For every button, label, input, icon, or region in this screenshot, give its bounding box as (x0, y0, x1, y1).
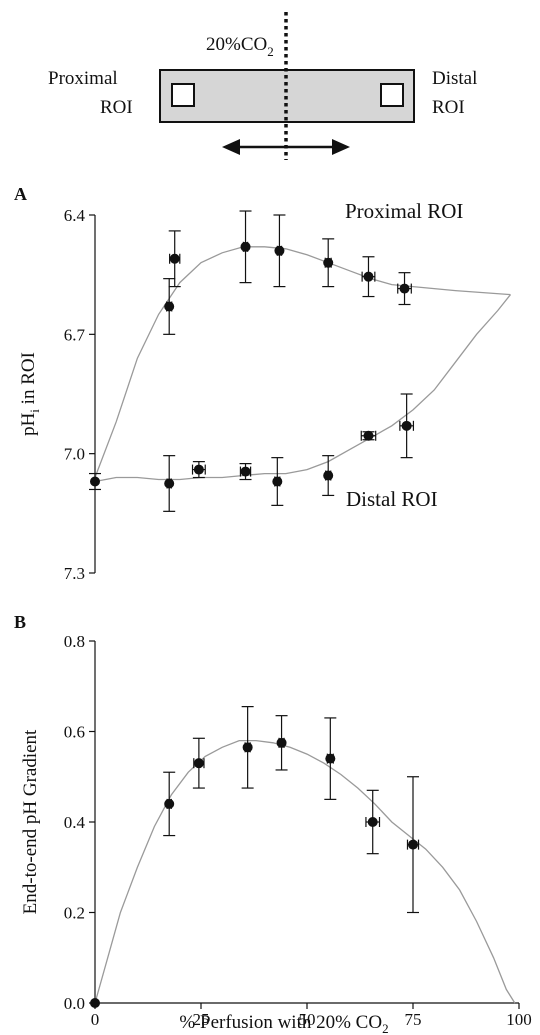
y-tick-label: 7.3 (64, 564, 85, 583)
perfusion-schematic: 20%CO2 Proximal ROI Distal ROI (48, 12, 477, 160)
data-marker (90, 998, 100, 1008)
y-tick-label: 0.8 (64, 632, 85, 651)
proximal-roi-box (171, 83, 195, 107)
distal-point-2 (163, 455, 176, 512)
panel-b-fit-curve (94, 739, 516, 1004)
data-marker (363, 271, 374, 282)
data-marker (164, 798, 175, 809)
data-marker (276, 737, 287, 748)
proximal-label-line2: ROI (100, 97, 133, 118)
gradient-point-6 (324, 717, 337, 800)
y-tick-label: 6.4 (64, 206, 86, 225)
proximal-label-line1: Proximal (48, 68, 118, 89)
data-marker (323, 257, 334, 268)
gradient-point-8 (406, 776, 420, 914)
series-label-distal-roi: Distal ROI (346, 487, 438, 511)
distal-point-6 (322, 455, 335, 497)
distal-point-4 (239, 463, 252, 481)
x-tick-label: 25 (193, 1010, 210, 1029)
y-tick-label: 0.4 (64, 813, 86, 832)
data-marker (164, 301, 175, 312)
data-marker (323, 470, 334, 481)
data-marker (164, 478, 175, 489)
panel-b-y-label: End-to-end pH Gradient (20, 729, 41, 914)
distal-point-7 (360, 430, 377, 441)
proximal-point-3 (239, 210, 252, 284)
data-marker (90, 476, 100, 487)
data-marker (240, 241, 251, 252)
data-marker (272, 476, 283, 487)
x-tick-label: 50 (299, 1010, 316, 1029)
y-tick-label: 0.2 (64, 904, 85, 923)
panel-a-data-points (89, 210, 415, 512)
data-marker (401, 420, 412, 431)
data-marker (240, 466, 251, 477)
arrow-right-head-icon (332, 139, 350, 155)
proximal-point-5 (322, 238, 335, 288)
proximal-point-1 (163, 278, 176, 335)
fit-curve-gradient (94, 739, 516, 1004)
y-tick-label: 0.0 (64, 994, 85, 1013)
data-marker (367, 817, 378, 827)
panel-a-y-ticks: 6.4 6.7 7.0 7.3 (64, 206, 95, 583)
fit-curve-proximal (94, 246, 511, 478)
data-marker (363, 430, 374, 441)
distal-point-8 (399, 393, 415, 459)
proximal-point-2 (168, 230, 181, 288)
gradient-point-2 (163, 771, 176, 837)
gradient-point-4 (241, 706, 254, 789)
distal-point-3 (191, 461, 206, 479)
data-marker (169, 253, 180, 264)
panel-b: B 0.0 0.2 0.4 0.6 0.8 0 25 50 75 100 End-to-end … (14, 612, 532, 1035)
panel-b-letter: B (14, 612, 26, 632)
distal-label-line1: Distal (432, 68, 477, 89)
gradient-point-3 (192, 737, 205, 789)
data-marker (274, 245, 285, 256)
x-tick-label: 75 (405, 1010, 422, 1029)
distal-roi-box (380, 83, 404, 107)
x-tick-label: 0 (91, 1010, 100, 1029)
y-tick-label: 7.0 (64, 445, 85, 464)
proximal-point-7 (397, 272, 412, 306)
gradient-point-1 (90, 998, 100, 1008)
data-marker (193, 464, 204, 475)
y-tick-label: 0.6 (64, 723, 85, 742)
data-marker (325, 753, 336, 764)
panel-b-data-points (90, 706, 420, 1008)
gradient-point-5 (275, 715, 288, 771)
series-label-proximal-roi: Proximal ROI (345, 199, 463, 223)
panel-a-fit-curves (94, 246, 512, 483)
panel-a-letter: A (14, 184, 27, 204)
panel-b-x-ticks: 0 25 50 75 100 (91, 1003, 532, 1029)
distal-point-1 (89, 472, 101, 491)
data-marker (193, 758, 204, 769)
proximal-point-6 (361, 256, 376, 298)
distal-point-5 (271, 457, 284, 506)
panel-a-y-label: pHi in ROI (18, 352, 42, 436)
data-marker (399, 283, 410, 294)
y-tick-label: 6.7 (64, 325, 86, 344)
fit-curve-distal (94, 294, 512, 483)
x-tick-label: 100 (506, 1010, 532, 1029)
data-marker (408, 839, 418, 850)
data-marker (242, 742, 253, 753)
gas-label: 20%CO2 (206, 34, 274, 59)
gradient-point-7 (365, 789, 381, 855)
panel-b-y-ticks: 0.0 0.2 0.4 0.6 0.8 (64, 632, 95, 1013)
panel-a: A 6.4 6.7 7.0 7.3 pHi in ROI Proximal ROI D… (14, 184, 512, 583)
panel-b-x-label: % Perfusion with 20% CO2 (179, 1012, 388, 1035)
proximal-point-4 (273, 214, 286, 288)
distal-label-line2: ROI (432, 97, 465, 118)
arrow-left-head-icon (222, 139, 240, 155)
